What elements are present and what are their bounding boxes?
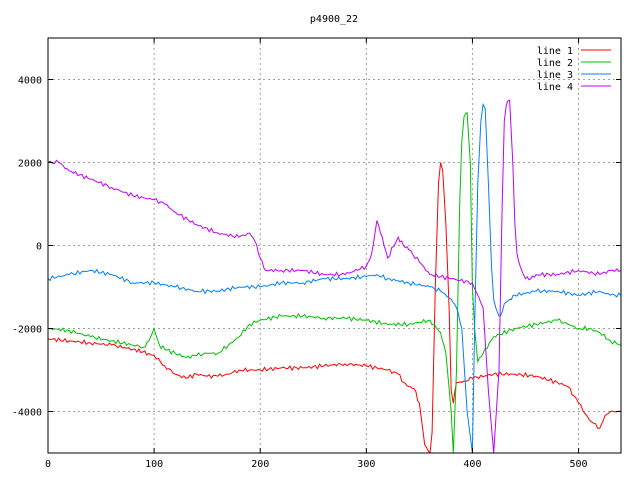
y-tick-label: 0 xyxy=(36,242,42,253)
x-tick-label: 500 xyxy=(570,459,588,470)
legend-label: line 2 xyxy=(537,58,573,69)
series-line-4 xyxy=(48,99,621,453)
grid xyxy=(48,38,621,453)
x-tick-label: 400 xyxy=(463,459,481,470)
series-line-1 xyxy=(48,162,621,453)
y-tick-label: 2000 xyxy=(18,159,42,170)
series-line-3 xyxy=(48,102,621,453)
tick-labels: 0 100 200 300 400 500 -4000 -2000 0 2000 4000 xyxy=(12,38,621,470)
y-tick-label: -2000 xyxy=(12,325,42,336)
x-tick-label: 0 xyxy=(45,459,51,470)
y-tick-label: -4000 xyxy=(12,408,42,419)
legend-label: line 3 xyxy=(537,70,573,81)
series-group xyxy=(48,99,621,453)
x-tick-label: 100 xyxy=(145,459,163,470)
legend-label: line 1 xyxy=(537,46,573,57)
y-tick-label: 4000 xyxy=(18,76,42,87)
x-tick-label: 300 xyxy=(357,459,375,470)
series-line-2 xyxy=(48,111,621,453)
legend-label: line 4 xyxy=(537,82,573,93)
chart-title: p4900_22 xyxy=(310,14,358,25)
x-tick-label: 200 xyxy=(251,459,269,470)
